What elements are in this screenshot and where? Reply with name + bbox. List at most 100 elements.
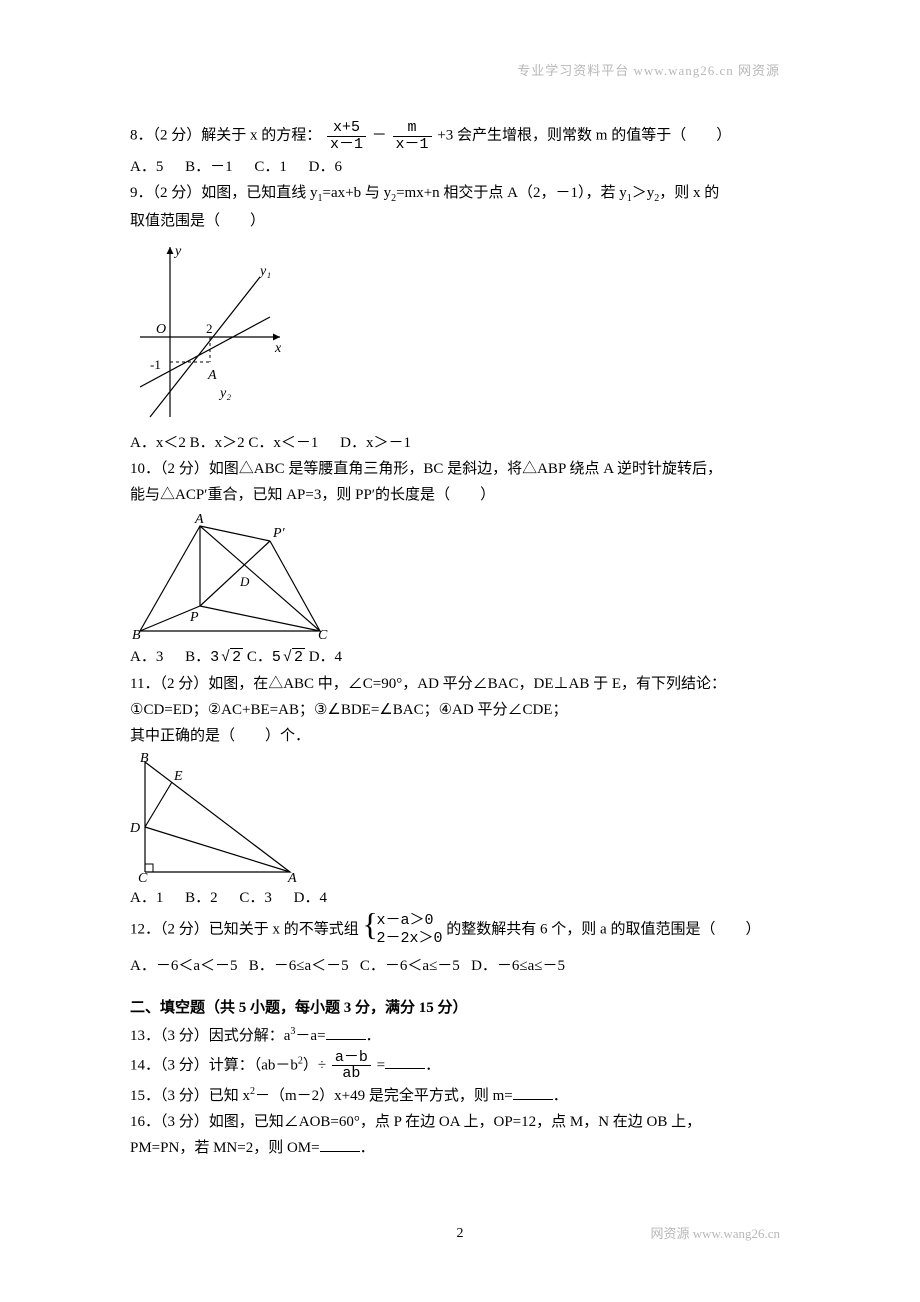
q9-opt-c: C．x＜－1	[248, 435, 318, 451]
q12-system: x－a＞0 2－2x＞0	[363, 912, 443, 948]
q10-A-label: A	[194, 512, 204, 527]
q10-opt-b-sqrt: 2	[219, 645, 243, 670]
q8-fraction-2: m x－1	[393, 120, 432, 153]
q8-opt-b: B．－1	[185, 159, 233, 175]
question-11-line3: 其中正确的是（ ）个．	[130, 724, 790, 748]
question-9-line1: 9．（2 分）如图，已知直线 y1=ax+b 与 y2=mx+n 相交于点 A（…	[130, 181, 790, 207]
q8-suffix: +3 会产生增根，则常数 m 的值等于（ ）	[437, 128, 731, 144]
question-15: 15．（3 分）已知 x2－（m－2）x+49 是完全平方式，则 m=．	[130, 1084, 790, 1108]
q9-graph: y x y₁ y₂ O 2 -1 A	[130, 237, 290, 427]
q14-blank	[385, 1068, 425, 1069]
header-watermark: 专业学习资料平台 www.wang26.cn 网资源	[517, 60, 780, 79]
q14-eq: =	[377, 1057, 385, 1073]
q12-row1: x－a＞0	[377, 912, 443, 930]
q8-options: A．5 B．－1 C．1 D．6	[130, 155, 790, 179]
q15-mid: －（m－2）x+49 是完全平方式，则 m=	[255, 1088, 513, 1104]
q8-opt-d: D．6	[309, 159, 342, 175]
q9-x-label: x	[274, 341, 282, 356]
question-13: 13．（3 分）因式分解：a3－a=．	[130, 1024, 790, 1048]
question-11-line2: ①CD=ED；②AC+BE=AB；③∠BDE=∠BAC；④AD 平分∠CDE；	[130, 698, 790, 722]
q9-neg1-label: -1	[150, 357, 161, 372]
q10-opt-b-pref: B．	[185, 649, 210, 665]
q14-pre: 14．（3 分）计算：（ab－b	[130, 1057, 298, 1073]
q9-options: A．x＜2 B．x＞2 C．x＜－1 D．x＞－1	[130, 431, 790, 455]
q11-A-label: A	[287, 871, 297, 882]
q10-options: A．3 B．32 C．52 D．4	[130, 645, 790, 670]
q11-graph: B E D C A	[130, 752, 300, 882]
footer-page-number: 2	[457, 1226, 464, 1242]
q13-end: ．	[366, 1028, 381, 1044]
q8-minus: －	[372, 128, 387, 144]
q8-frac2-num: m	[393, 120, 432, 137]
q10-B-label: B	[132, 628, 141, 641]
q10-C-label: C	[318, 628, 328, 641]
q9-opt-d: D．x＞－1	[340, 435, 411, 451]
q13-blank	[326, 1039, 366, 1040]
q9-t5: ，则 x 的	[659, 185, 719, 201]
q10-opt-c-coef: 5	[272, 649, 281, 666]
q9-t2: =ax+b 与 y	[323, 185, 392, 201]
q12-options: A．－6＜a＜－5 B．－6≤a＜－5 C．－6＜a≤－5 D．－6≤a≤－5	[130, 954, 790, 978]
q10-D-label: D	[239, 574, 250, 589]
q8-fraction-1: x+5 x－1	[327, 120, 366, 153]
q11-E-label: E	[173, 769, 183, 784]
q8-opt-c: C．1	[254, 159, 287, 175]
q12-opt-c: C．－6＜a≤－5	[360, 958, 460, 974]
section-2-head: 二、填空题（共 5 小题，每小题 3 分，满分 15 分）	[130, 996, 790, 1020]
q10-opt-a: A．3	[130, 649, 163, 665]
q12-row2: 2－2x＞0	[377, 930, 443, 948]
q14-fraction: a－b ab	[332, 1050, 371, 1083]
q10-opt-c-pref: C．	[247, 649, 272, 665]
q11-options: A．1 B．2 C．3 D．4	[130, 886, 790, 910]
page-container: 专业学习资料平台 www.wang26.cn 网资源 8．（2 分）解关于 x …	[0, 0, 920, 1302]
q16-line2-end: ．	[360, 1140, 375, 1156]
q8-opt-a: A．5	[130, 159, 163, 175]
q8-prefix: 8．（2 分）解关于 x 的方程：	[130, 128, 321, 144]
q10-P-label: P	[189, 610, 199, 625]
q12-opt-b: B．－6≤a＜－5	[249, 958, 349, 974]
q9-y1-label: y₁	[258, 264, 271, 279]
q11-opt-b: B．2	[185, 890, 218, 906]
q14-frac-den: ab	[332, 1066, 371, 1082]
q9-2-label: 2	[206, 321, 213, 336]
q12-opt-d: D．－6≤a≤－5	[471, 958, 565, 974]
q10-opt-b-coef: 3	[210, 649, 219, 666]
q10-opt-c-sqrt: 2	[281, 645, 305, 670]
question-10-line2: 能与△ACP′重合，已知 AP=3，则 PP′的长度是（ ）	[130, 483, 790, 507]
q15-end: ．	[553, 1088, 568, 1104]
q11-opt-c: C．3	[239, 890, 272, 906]
q11-D-label: D	[130, 821, 140, 836]
q9-opt-b: B．x＞2	[190, 435, 245, 451]
q12-opt-a: A．－6＜a＜－5	[130, 958, 238, 974]
q15-pre: 15．（3 分）已知 x	[130, 1088, 250, 1104]
q14-end: ．	[425, 1057, 440, 1073]
q16-line2-pre: PM=PN，若 MN=2，则 OM=	[130, 1140, 320, 1156]
q9-A-label: A	[207, 368, 217, 383]
q8-frac1-den: x－1	[327, 137, 366, 153]
content-body: 8．（2 分）解关于 x 的方程： x+5 x－1 － m x－1 +3 会产生…	[130, 120, 790, 1160]
q9-O-label: O	[156, 322, 166, 337]
q13-post: －a=	[295, 1028, 325, 1044]
q14-mid: ）÷	[303, 1057, 326, 1073]
q13-pre: 13．（3 分）因式分解：a	[130, 1028, 290, 1044]
question-8: 8．（2 分）解关于 x 的方程： x+5 x－1 － m x－1 +3 会产生…	[130, 120, 790, 153]
q9-t3: =mx+n 相交于点 A（2，－1），若 y	[396, 185, 627, 201]
question-9-line2: 取值范围是（ ）	[130, 209, 790, 233]
q11-B-label: B	[140, 752, 149, 766]
q10-opt-c-rad: 2	[292, 648, 305, 666]
q12-suffix: 的整数解共有 6 个，则 a 的取值范围是（ ）	[446, 921, 760, 937]
q9-t4: ＞y	[632, 185, 655, 201]
q15-blank	[513, 1099, 553, 1100]
q9-t1: 9．（2 分）如图，已知直线 y	[130, 185, 318, 201]
q10-graph: D A B C P P′	[130, 511, 330, 641]
q14-frac-num: a－b	[332, 1050, 371, 1067]
q11-opt-a: A．1	[130, 890, 163, 906]
question-12: 12．（2 分）已知关于 x 的不等式组 x－a＞0 2－2x＞0 的整数解共有…	[130, 912, 790, 948]
q8-frac2-den: x－1	[393, 137, 432, 153]
q8-frac1-num: x+5	[327, 120, 366, 137]
q11-opt-d: D．4	[294, 890, 327, 906]
question-16-line2: PM=PN，若 MN=2，则 OM= ．	[130, 1136, 790, 1160]
question-10-line1: 10．（2 分）如图△ABC 是等腰直角三角形，BC 是斜边，将△ABP 绕点 …	[130, 457, 790, 481]
q10-opt-b-rad: 2	[230, 648, 243, 666]
q16-blank	[320, 1151, 360, 1152]
